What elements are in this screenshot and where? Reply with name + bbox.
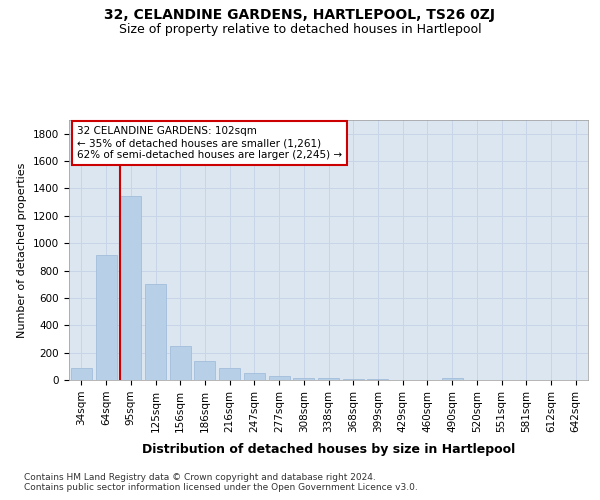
Bar (244, 373, 265, 380)
Y-axis label: Number of detached properties: Number of detached properties (17, 162, 28, 338)
Bar (343, 379, 364, 380)
Bar (442, 378, 463, 380)
Bar (145, 284, 166, 380)
Bar (269, 376, 290, 380)
Bar (293, 378, 314, 380)
Bar (318, 378, 339, 380)
Text: 32 CELANDINE GARDENS: 102sqm
← 35% of detached houses are smaller (1,261)
62% of: 32 CELANDINE GARDENS: 102sqm ← 35% of de… (77, 126, 342, 160)
Bar (219, 368, 240, 380)
Text: 32, CELANDINE GARDENS, HARTLEPOOL, TS26 0ZJ: 32, CELANDINE GARDENS, HARTLEPOOL, TS26 … (104, 8, 496, 22)
Bar (194, 361, 215, 380)
Bar (120, 196, 141, 380)
Bar (170, 346, 191, 380)
Text: Distribution of detached houses by size in Hartlepool: Distribution of detached houses by size … (142, 442, 515, 456)
Text: Contains HM Land Registry data © Crown copyright and database right 2024.
Contai: Contains HM Land Registry data © Crown c… (24, 472, 418, 492)
Text: Size of property relative to detached houses in Hartlepool: Size of property relative to detached ho… (119, 22, 481, 36)
Bar (71, 368, 92, 380)
Bar (95, 256, 116, 380)
